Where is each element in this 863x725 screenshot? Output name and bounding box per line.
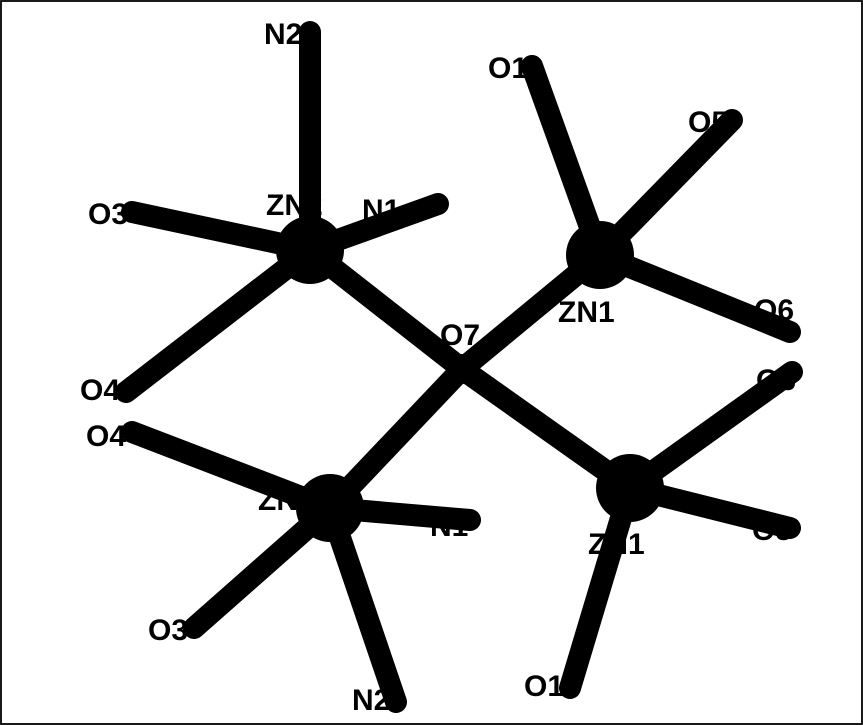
label-ZN2-top-left-O4: O4 bbox=[80, 374, 120, 407]
label-o7: O7 bbox=[440, 319, 480, 352]
labels-layer: O7 O1 O5 O6 ZN1 O6 O5 O1 ZN1 N2 N1 O3 O4 ZN2 O4 N1 O3 N2 Z… bbox=[80, 18, 796, 717]
label-ZN1-bottom-right-O6: O6 bbox=[756, 364, 796, 397]
label-ZN1-top-right-O5: O5 bbox=[688, 106, 728, 139]
label-ZN1-top-right-O6: O6 bbox=[754, 294, 794, 327]
bond-ZN2-top-left-O4 bbox=[126, 250, 310, 392]
label-ZN2-bottom-left: ZN2 bbox=[258, 484, 315, 517]
label-ZN2-top-left-N1: N1 bbox=[362, 194, 400, 227]
label-ZN2-top-left-O3: O3 bbox=[88, 198, 128, 231]
atom-ZN2-top-left bbox=[276, 216, 344, 284]
label-ZN2-bottom-left-O4: O4 bbox=[86, 420, 126, 453]
label-ZN1-bottom-right-O5: O5 bbox=[752, 514, 792, 547]
label-ZN1-top-right: ZN1 bbox=[558, 296, 615, 329]
label-ZN2-top-left: ZN2 bbox=[266, 189, 323, 222]
molecule-diagram: O7 O1 O5 O6 ZN1 O6 O5 O1 ZN1 N2 N1 O3 O4 ZN2 O4 N1 O3 N2 Z… bbox=[0, 0, 863, 725]
atoms-layer bbox=[276, 216, 664, 542]
label-ZN2-bottom-left-N2: N2 bbox=[352, 684, 390, 717]
atom-ZN1-bottom-right bbox=[596, 454, 664, 522]
label-ZN2-top-left-N2: N2 bbox=[264, 18, 302, 51]
label-ZN2-bottom-left-O3: O3 bbox=[148, 614, 188, 647]
label-ZN1-bottom-right-O1: O1 bbox=[524, 670, 564, 703]
atom-o7 bbox=[447, 354, 477, 384]
label-ZN2-bottom-left-N1: N1 bbox=[430, 510, 468, 543]
atom-ZN1-top-right bbox=[566, 221, 634, 289]
label-ZN1-top-right-O1: O1 bbox=[488, 52, 528, 85]
label-ZN1-bottom-right: ZN1 bbox=[588, 528, 645, 561]
